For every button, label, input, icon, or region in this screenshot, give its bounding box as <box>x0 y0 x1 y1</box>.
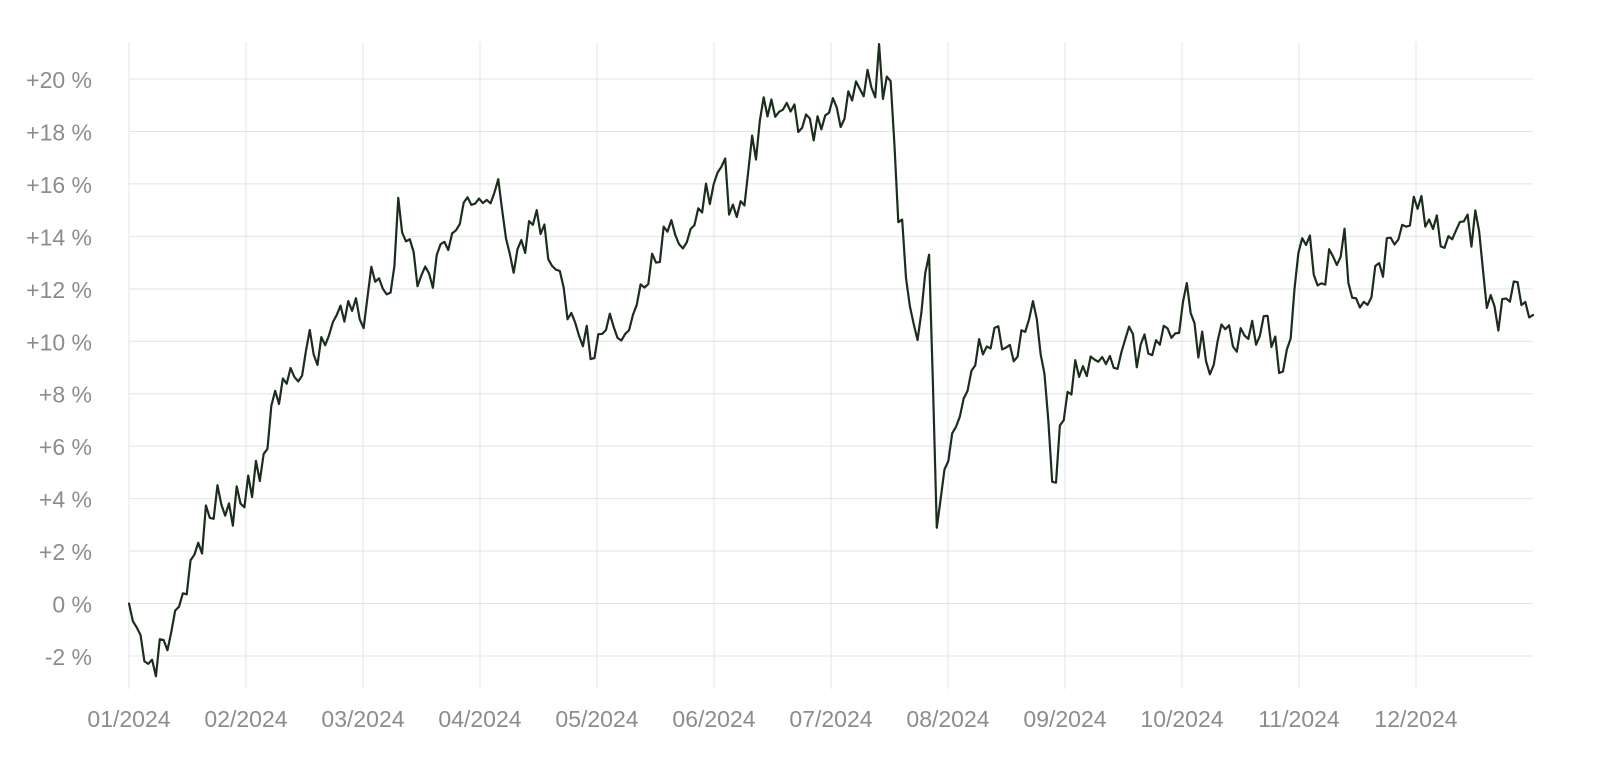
svg-text:12/2024: 12/2024 <box>1374 706 1457 732</box>
svg-text:+6 %: +6 % <box>39 434 92 460</box>
svg-text:+10 %: +10 % <box>26 329 92 355</box>
svg-text:02/2024: 02/2024 <box>204 706 287 732</box>
svg-text:+4 %: +4 % <box>39 487 92 513</box>
svg-text:07/2024: 07/2024 <box>789 706 872 732</box>
svg-text:08/2024: 08/2024 <box>906 706 989 732</box>
svg-text:05/2024: 05/2024 <box>555 706 638 732</box>
svg-text:0 %: 0 % <box>52 592 92 618</box>
svg-text:+16 %: +16 % <box>26 172 92 198</box>
svg-text:09/2024: 09/2024 <box>1023 706 1106 732</box>
svg-text:10/2024: 10/2024 <box>1140 706 1223 732</box>
svg-text:+2 %: +2 % <box>39 539 92 565</box>
svg-text:11/2024: 11/2024 <box>1258 706 1340 732</box>
svg-text:03/2024: 03/2024 <box>321 706 404 732</box>
svg-text:+18 %: +18 % <box>26 119 92 145</box>
svg-text:+8 %: +8 % <box>39 382 92 408</box>
svg-text:01/2024: 01/2024 <box>87 706 170 732</box>
svg-text:+20 %: +20 % <box>26 67 92 93</box>
svg-text:+12 %: +12 % <box>26 277 92 303</box>
svg-text:04/2024: 04/2024 <box>438 706 521 732</box>
svg-text:-2 %: -2 % <box>45 644 92 670</box>
svg-text:06/2024: 06/2024 <box>672 706 755 732</box>
svg-text:+14 %: +14 % <box>26 224 92 250</box>
